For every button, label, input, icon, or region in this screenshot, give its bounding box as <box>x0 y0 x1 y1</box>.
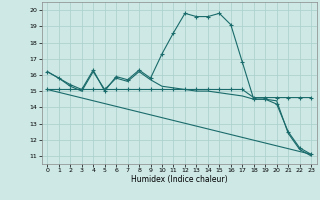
X-axis label: Humidex (Indice chaleur): Humidex (Indice chaleur) <box>131 175 228 184</box>
